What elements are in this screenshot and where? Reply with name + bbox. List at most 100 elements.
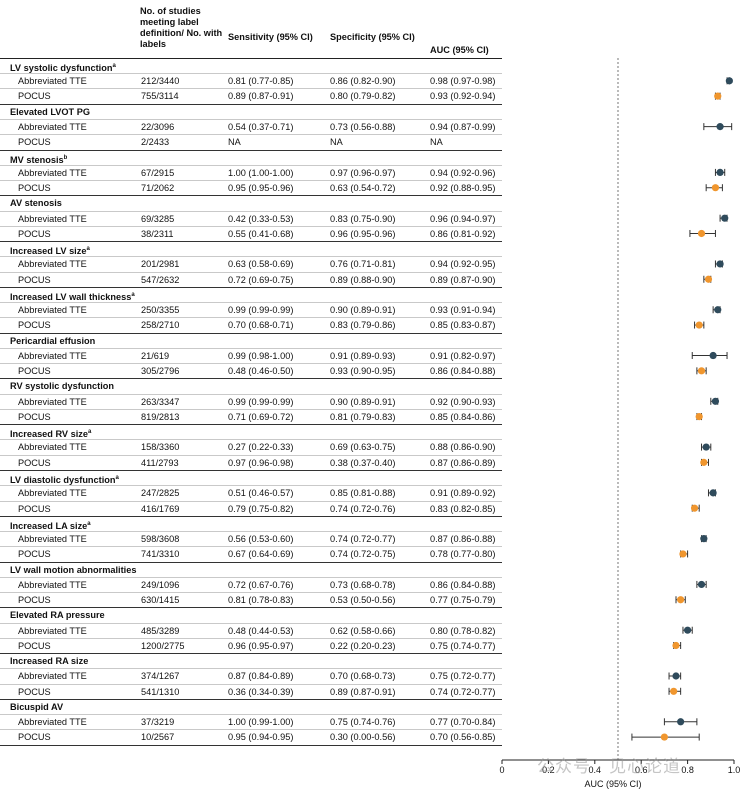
sensitivity-cell: 0.99 (0.99-0.99) [228,305,294,316]
tte-point [721,214,729,222]
tte-point [716,260,724,268]
specificity-cell: 0.83 (0.79-0.86) [330,320,396,331]
modality-cell: POCUS [18,595,51,606]
group-label-text: Elevated RA pressure [10,610,105,621]
auc-cell: 0.93 (0.91-0.94) [430,305,496,316]
group-label: AV stenosis [0,195,502,210]
studies-cell: 67/2915 [141,167,175,178]
tte-point [684,626,692,634]
group-label-text: Increased RA size [10,656,89,667]
auc-cell: 0.88 (0.86-0.90) [430,442,496,453]
table-bottom-rule [0,744,502,746]
specificity-cell: 0.91 (0.89-0.93) [330,350,396,361]
table-row: Abbreviated TTE 598/3608 0.56 (0.53-0.60) 0… [0,531,502,546]
tte-point [714,306,722,314]
group-label: RV systolic dysfunction [0,378,502,393]
table-row: POCUS 258/2710 0.70 (0.68-0.71) 0.83 (0.79-… [0,317,502,332]
specificity-cell: 0.76 (0.71-0.81) [330,259,396,270]
modality-cell: Abbreviated TTE [18,121,87,132]
auc-cell: 0.85 (0.83-0.87) [430,320,496,331]
tte-point [716,123,724,131]
auc-cell: 0.94 (0.92-0.96) [430,167,496,178]
group-label: Bicuspid AV [0,698,502,714]
table-row: POCUS 630/1415 0.81 (0.78-0.83) 0.53 (0.50-… [0,592,502,607]
sensitivity-cell: 1.00 (1.00-1.00) [228,167,294,178]
auc-estimate [679,550,689,558]
table-row: POCUS 541/1310 0.36 (0.34-0.39) 0.89 (0.87-… [0,683,502,699]
specificity-cell: 0.96 (0.95-0.96) [330,228,396,239]
table-row: Abbreviated TTE 201/2981 0.63 (0.58-0.69) 0… [0,256,502,271]
specificity-cell: 0.86 (0.82-0.90) [330,76,396,87]
modality-cell: Abbreviated TTE [18,625,87,636]
modality-cell: POCUS [18,91,51,102]
specificity-cell: 0.74 (0.72-0.75) [330,549,396,560]
group-footnote-mark: b [63,154,68,161]
auc-cell: 0.92 (0.90-0.93) [430,396,496,407]
tte-point [702,443,710,451]
modality-cell: Abbreviated TTE [18,350,87,361]
auc-estimate [675,596,686,604]
auc-estimate [663,718,698,726]
pocus-point [714,92,722,100]
group-label-text: LV diastolic dysfunction [10,475,116,486]
group-label-text: RV systolic dysfunction [10,381,114,392]
sensitivity-cell: 0.42 (0.33-0.53) [228,213,294,224]
group-label: Increased LV wall thicknessa [0,286,502,302]
specificity-cell: 0.73 (0.68-0.78) [330,579,396,590]
specificity-cell: 0.90 (0.89-0.91) [330,305,396,316]
auc-estimate [700,535,708,543]
sensitivity-cell: 0.54 (0.37-0.71) [228,121,294,132]
group-label: Increased LV sizea [0,241,502,256]
auc-cell: 0.77 (0.75-0.79) [430,595,496,606]
tte-point [711,397,720,405]
auc-estimate [714,168,726,176]
auc-cell: 0.75 (0.74-0.77) [430,640,496,651]
group-label: MV stenosisb [0,149,502,165]
auc-estimate [710,397,720,405]
studies-cell: 305/2796 [141,366,180,377]
auc-cell: 0.78 (0.77-0.80) [430,549,496,560]
modality-cell: Abbreviated TTE [18,167,87,178]
group-label: Increased RA size [0,653,502,668]
sensitivity-cell: 0.79 (0.75-0.82) [228,503,294,514]
studies-cell: 630/1415 [141,595,180,606]
header-studies: No. of studies meeting label definition/… [140,6,223,49]
studies-cell: 158/3360 [141,442,180,453]
group-label: Elevated LVOT PG [0,103,502,119]
table-row: POCUS 547/2632 0.72 (0.69-0.75) 0.89 (0.88-… [0,271,502,287]
modality-cell: POCUS [18,457,51,468]
specificity-cell: 0.75 (0.74-0.76) [330,717,396,728]
modality-cell: Abbreviated TTE [18,305,87,316]
auc-estimate [700,458,709,466]
auc-cell: 0.86 (0.84-0.88) [430,366,496,377]
sensitivity-cell: 0.51 (0.46-0.57) [228,488,294,499]
table-row: Abbreviated TTE 485/3289 0.48 (0.44-0.53) 0… [0,622,502,638]
tte-point [677,718,685,726]
auc-cell: 0.70 (0.56-0.85) [430,732,496,743]
auc-estimate [719,214,729,222]
auc-cell: 0.83 (0.82-0.85) [430,503,496,514]
sensitivity-cell: 0.36 (0.34-0.39) [228,686,294,697]
studies-cell: 250/3355 [141,305,180,316]
auc-cell: 0.74 (0.72-0.77) [430,686,496,697]
sensitivity-cell: 0.87 (0.84-0.89) [228,671,294,682]
modality-cell: POCUS [18,366,51,377]
auc-cell: 0.85 (0.84-0.86) [430,411,496,422]
sensitivity-cell: 0.81 (0.77-0.85) [228,76,294,87]
studies-cell: 411/2793 [141,457,179,468]
modality-cell: POCUS [18,549,51,560]
table-row: Abbreviated TTE 250/3355 0.99 (0.99-0.99) 0… [0,302,502,317]
group-label-text: Increased RV size [10,429,88,440]
auc-estimate [696,367,707,375]
sensitivity-cell: 0.56 (0.53-0.60) [228,534,294,544]
auc-estimate [703,123,733,131]
studies-cell: 10/2567 [141,732,175,743]
auc-cell: 0.92 (0.88-0.95) [430,183,496,194]
auc-estimate [714,92,722,100]
studies-cell: 755/3114 [141,91,179,102]
auc-cell: 0.80 (0.78-0.82) [430,625,496,636]
auc-cell: 0.94 (0.87-0.99) [430,121,496,132]
tte-point [672,672,680,680]
tte-point [716,168,724,176]
tte-point [725,77,733,85]
